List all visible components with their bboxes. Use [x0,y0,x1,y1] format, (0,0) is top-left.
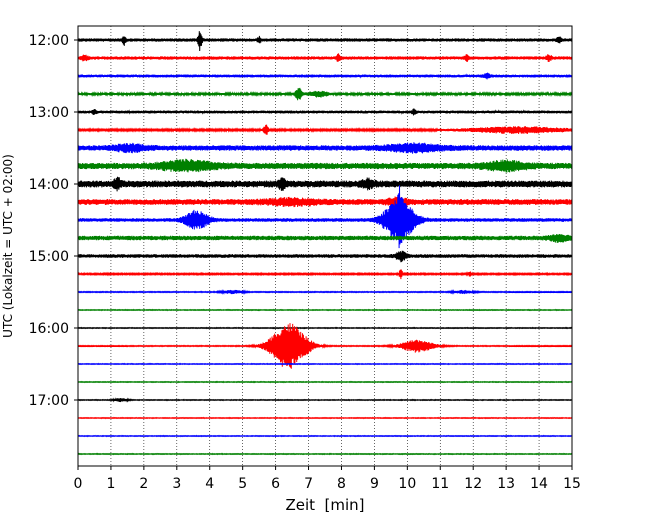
x-tick-label: 2 [139,476,148,492]
x-tick-label: 15 [563,476,581,492]
trace-line [77,362,573,366]
trace-line [77,323,573,369]
trace-line [77,176,573,192]
y-tick-label: 12:00 [29,33,69,49]
x-tick-label: 0 [74,476,83,492]
y-tick-label: 16:00 [29,321,69,337]
vertical-grid [110,26,540,466]
trace-line [77,250,573,263]
trace-line [77,434,573,438]
trace-line [77,326,573,330]
trace-line [77,53,573,63]
x-tick-label: 5 [238,476,247,492]
x-tick-label: 14 [530,476,548,492]
x-tick-label: 4 [205,476,214,492]
trace-line [77,380,573,384]
trace-line [77,87,573,101]
plot-frame [77,25,573,467]
trace-line [77,31,573,52]
x-tick-label: 7 [304,476,313,492]
trace-line [77,452,573,456]
y-tick-label: 15:00 [29,249,69,265]
y-axis-ticks: 12:00 13:00 14:00 15:00 16:00 17:00 [29,33,78,409]
x-tick-label: 3 [172,476,181,492]
x-tick-label: 8 [337,476,346,492]
trace-line [77,108,573,116]
trace-line [77,196,573,208]
y-axis-label: UTC (Lokalzeit = UTC + 02:00) [1,154,15,338]
trace-line [77,158,573,173]
x-axis-label: Zeit [min] [285,496,364,514]
trace-line [77,289,573,295]
x-tick-label: 1 [106,476,115,492]
x-tick-label: 9 [370,476,379,492]
trace-line [77,269,573,280]
y-tick-label: 13:00 [29,105,69,121]
trace-line [77,124,573,135]
x-axis-ticks: 0 1 2 3 4 5 6 7 8 9 10 11 12 13 14 15 [74,466,581,492]
x-tick-label: 6 [271,476,280,492]
x-tick-label: 13 [497,476,515,492]
seismogram-traces [77,31,573,456]
x-tick-label: 11 [431,476,449,492]
trace-line [77,416,573,420]
x-tick-label: 10 [398,476,416,492]
x-tick-label: 12 [464,476,482,492]
trace-line [77,142,573,154]
y-tick-label: 17:00 [29,393,69,409]
trace-line [77,397,573,403]
trace-line [77,233,573,243]
y-tick-label: 14:00 [29,177,69,193]
trace-line [77,72,573,80]
trace-line [77,185,573,249]
trace-line [77,308,573,312]
